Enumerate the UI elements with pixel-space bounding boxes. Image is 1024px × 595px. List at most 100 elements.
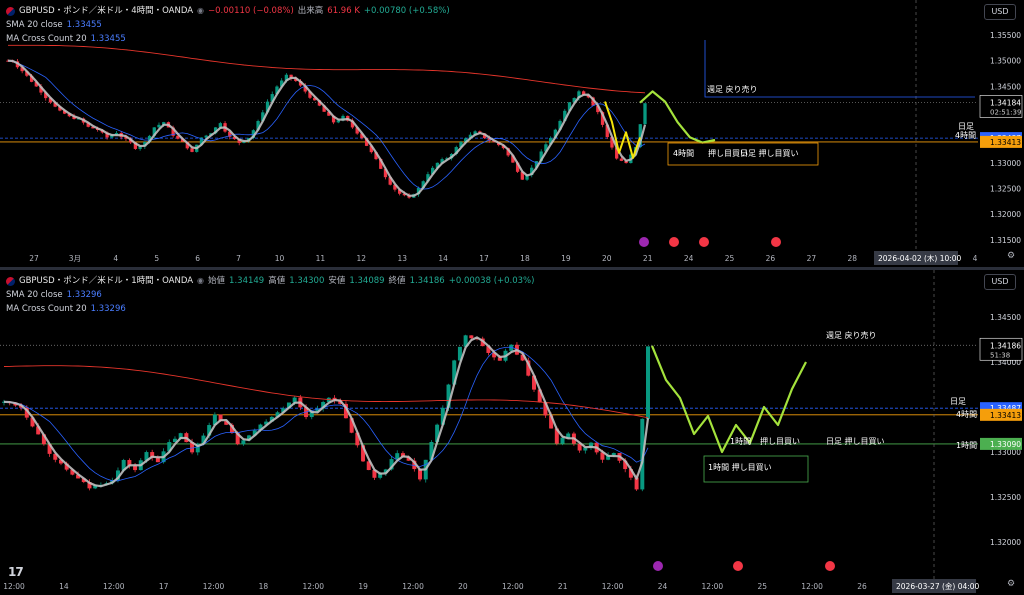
candle-body[interactable]	[554, 428, 559, 444]
candle-body[interactable]	[440, 159, 444, 163]
candle-body[interactable]	[497, 357, 502, 361]
event-icon[interactable]	[669, 237, 679, 247]
candle-body[interactable]	[29, 75, 34, 82]
candle-body[interactable]	[286, 402, 291, 409]
candle-body[interactable]	[64, 463, 69, 470]
candle-body[interactable]	[327, 111, 331, 116]
pane-divider[interactable]	[0, 267, 1024, 270]
candle-body[interactable]	[567, 102, 572, 111]
candle-body[interactable]	[53, 102, 57, 107]
candle-body[interactable]	[452, 360, 457, 385]
candle-body[interactable]	[72, 116, 76, 120]
candle-body[interactable]	[482, 133, 487, 139]
candle-body[interactable]	[615, 147, 619, 159]
candle-body[interactable]	[539, 151, 543, 162]
candle-body[interactable]	[583, 447, 588, 451]
candle-body[interactable]	[343, 403, 348, 419]
candle-body[interactable]	[67, 113, 71, 117]
candle-body[interactable]	[270, 94, 274, 102]
candle-body[interactable]	[144, 452, 149, 461]
annotation-box[interactable]	[703, 455, 809, 483]
candle-body[interactable]	[313, 97, 317, 101]
event-icon[interactable]	[825, 561, 835, 571]
candle-body[interactable]	[596, 105, 600, 113]
candle-body[interactable]	[86, 122, 90, 127]
candle-body[interactable]	[623, 460, 628, 470]
candle-body[interactable]	[560, 437, 565, 444]
candle-body[interactable]	[364, 138, 369, 146]
candle-body[interactable]	[251, 130, 256, 138]
candle-body[interactable]	[388, 177, 392, 185]
candle-body[interactable]	[486, 346, 491, 353]
candle-body[interactable]	[383, 168, 388, 178]
candle-body[interactable]	[201, 435, 206, 444]
candle-body[interactable]	[435, 162, 440, 168]
candle-body[interactable]	[412, 460, 417, 470]
candle-body[interactable]	[544, 144, 548, 152]
candle-body[interactable]	[360, 133, 364, 139]
candle-body[interactable]	[355, 432, 360, 446]
symbol-title-4h[interactable]: GBPUSD・ポンド／米ドル・4時間・OANDA	[19, 6, 194, 16]
candle-body[interactable]	[81, 478, 86, 483]
candle-body[interactable]	[284, 74, 289, 81]
chart-pane-4h[interactable]: 1.355001.350001.345001.340001.335001.330…	[0, 0, 1024, 267]
candle-body[interactable]	[416, 188, 421, 195]
candle-body[interactable]	[247, 435, 252, 441]
candle-body[interactable]	[199, 137, 204, 145]
candle-body[interactable]	[577, 443, 582, 451]
candle-body[interactable]	[336, 120, 340, 123]
candle-body[interactable]	[511, 155, 515, 163]
candle-body[interactable]	[256, 121, 260, 131]
candle-body[interactable]	[207, 425, 212, 436]
candle-body[interactable]	[378, 472, 383, 478]
candle-body[interactable]	[264, 421, 269, 425]
candle-body[interactable]	[48, 98, 53, 103]
candle-body[interactable]	[275, 412, 280, 417]
candle-body[interactable]	[606, 455, 611, 460]
candle-body[interactable]	[87, 482, 92, 489]
candle-body[interactable]	[157, 124, 161, 128]
candle-body[interactable]	[558, 120, 562, 130]
candle-body[interactable]	[91, 126, 95, 129]
candle-body[interactable]	[634, 477, 639, 490]
candle-body[interactable]	[393, 184, 397, 190]
candle-body[interactable]	[190, 442, 195, 453]
candle-body[interactable]	[138, 146, 142, 149]
candle-body[interactable]	[252, 430, 257, 436]
candle-body[interactable]	[372, 470, 377, 478]
event-icon[interactable]	[771, 237, 781, 247]
candle-body[interactable]	[258, 424, 263, 431]
candle-body[interactable]	[406, 456, 411, 461]
candle-body[interactable]	[572, 98, 576, 103]
candle-body[interactable]	[34, 81, 38, 87]
candle-body[interactable]	[429, 441, 434, 460]
candle-body[interactable]	[176, 135, 180, 139]
candle-body[interactable]	[459, 141, 463, 148]
candle-body[interactable]	[611, 453, 616, 456]
candle-body[interactable]	[76, 474, 81, 479]
candle-body[interactable]	[224, 421, 229, 425]
candle-body[interactable]	[331, 115, 336, 123]
candle-body[interactable]	[520, 171, 524, 180]
candle-body[interactable]	[341, 115, 345, 121]
candle-body[interactable]	[213, 127, 218, 134]
candle-body[interactable]	[402, 193, 407, 196]
candle-body[interactable]	[473, 131, 477, 135]
candle-body[interactable]	[515, 162, 520, 172]
candle-body[interactable]	[275, 86, 279, 95]
candle-body[interactable]	[147, 135, 152, 142]
candle-body[interactable]	[509, 344, 514, 351]
candle-body[interactable]	[610, 136, 614, 148]
candle-body[interactable]	[298, 81, 303, 86]
candle-body[interactable]	[124, 137, 128, 139]
candle-body[interactable]	[464, 138, 468, 142]
candle-body[interactable]	[543, 402, 548, 416]
candle-body[interactable]	[20, 67, 24, 72]
candle-body[interactable]	[605, 124, 609, 137]
candle-body[interactable]	[58, 459, 63, 464]
candle-body[interactable]	[506, 148, 510, 156]
price-axis[interactable]	[978, 270, 1024, 595]
candle-body[interactable]	[294, 78, 298, 82]
candle-body[interactable]	[235, 433, 240, 445]
candle-body[interactable]	[150, 452, 155, 458]
